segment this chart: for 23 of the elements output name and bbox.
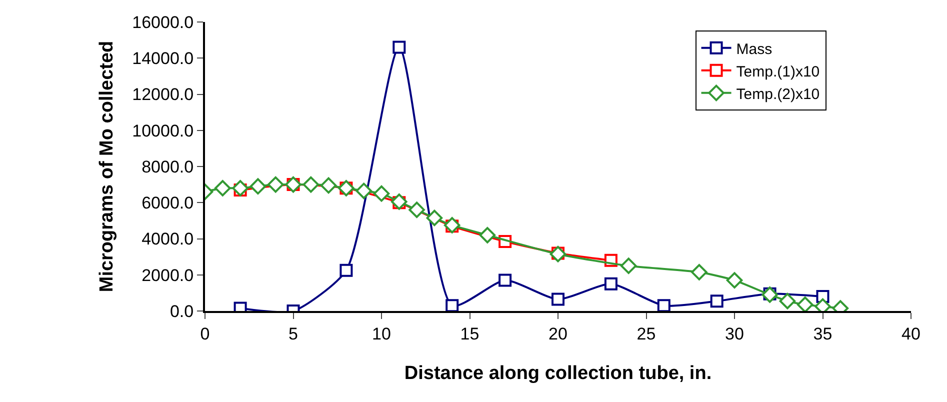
x-tick-label: 25 [636, 324, 656, 344]
legend-label: Mass [736, 40, 772, 58]
y-tick-label: 4000.0 [142, 230, 194, 249]
x-tick-label: 30 [725, 324, 744, 344]
legend-label: Temp.(2)x10 [736, 86, 820, 103]
x-tick-label: 15 [460, 324, 480, 344]
x-tick-label: 5 [288, 324, 298, 344]
x-tick-label: 0 [200, 324, 210, 344]
x-axis-title: Distance along collection tube, in. [404, 363, 712, 384]
x-tick-label: 20 [548, 324, 568, 344]
y-tick-label: 2000.0 [142, 266, 194, 285]
x-tick-label: 35 [813, 324, 832, 344]
y-tick-label: 14000.0 [132, 49, 194, 68]
y-tick-label: 16000.0 [132, 12, 194, 32]
y-tick-label: 6000.0 [142, 194, 194, 213]
y-tick-label: 0.0 [170, 302, 194, 321]
x-tick-label: 10 [372, 324, 391, 344]
x-tick-label: 40 [902, 324, 920, 344]
legend-label: Temp.(1)x10 [736, 63, 820, 80]
y-axis-title: Micrograms of Mo collected [96, 40, 118, 292]
y-tick-label: 12000.0 [132, 85, 194, 104]
y-tick-label: 8000.0 [142, 157, 194, 176]
y-tick-label: 10000.0 [132, 121, 194, 140]
